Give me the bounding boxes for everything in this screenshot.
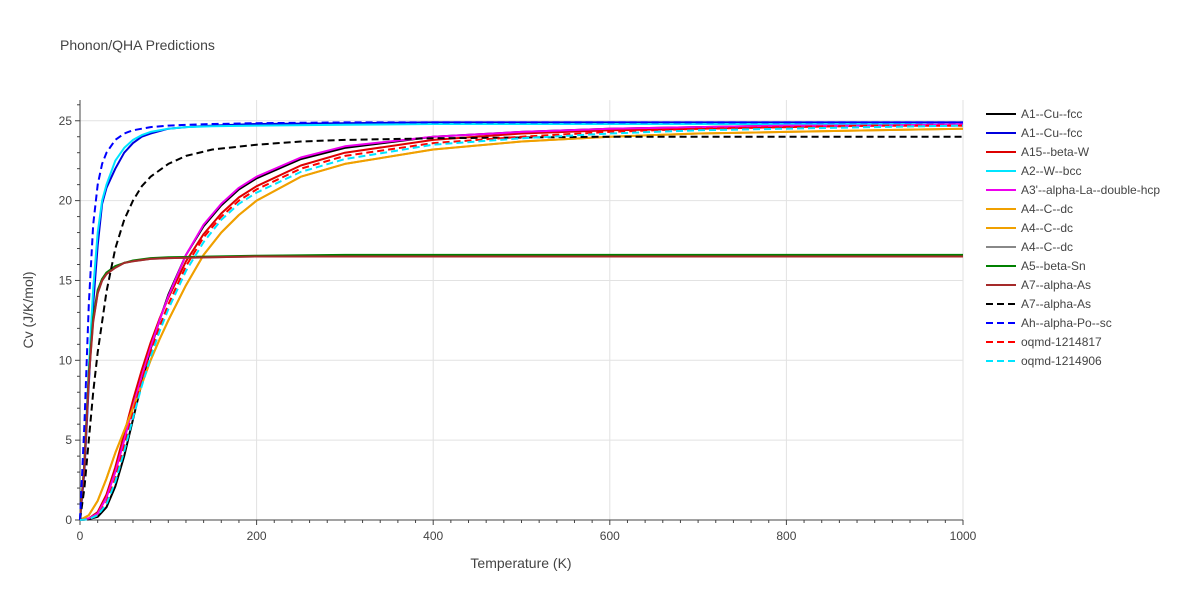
legend-item-6[interactable]: A4--C--dc <box>986 221 1073 235</box>
series-line-9 <box>79 255 963 521</box>
legend-label: A1--Cu--fcc <box>1021 126 1082 140</box>
series-line-11 <box>79 121 963 521</box>
tick-labels: 0 200 400 600 800 1000 0 5 10 15 20 25 <box>59 114 977 543</box>
y-tick-label: 0 <box>65 513 72 527</box>
y-tick-label: 25 <box>59 114 73 128</box>
x-tick-label: 400 <box>423 529 443 543</box>
legend-item-2[interactable]: A15--beta-W <box>986 145 1090 159</box>
plot-area <box>79 121 964 521</box>
legend-label: A4--C--dc <box>1021 221 1073 235</box>
legend-item-13[interactable]: oqmd-1214906 <box>986 354 1102 368</box>
legend-label: oqmd-1214906 <box>1021 354 1102 368</box>
series-line-13 <box>79 124 964 521</box>
legend-label: A3'--alpha-La--double-hcp <box>1021 183 1160 197</box>
legend-label: A7--alpha-As <box>1021 297 1091 311</box>
x-tick-label: 200 <box>247 529 267 543</box>
series-line-3 <box>79 123 963 521</box>
chart-title: Phonon/QHA Predictions <box>60 37 215 53</box>
legend-item-11[interactable]: Ah--alpha-Po--sc <box>986 316 1112 330</box>
series-line-2 <box>79 124 963 521</box>
x-axis-title: Temperature (K) <box>470 555 571 571</box>
y-axis-title: Cv (J/K/mol) <box>20 272 36 349</box>
y-tick-label: 5 <box>65 433 72 447</box>
legend-item-9[interactable]: A7--alpha-As <box>986 278 1091 292</box>
legend-label: A1--Cu--fcc <box>1021 107 1082 121</box>
x-tick-label: 0 <box>77 529 84 543</box>
legend-label: A5--beta-Sn <box>1021 259 1086 273</box>
x-tick-label: 1000 <box>950 529 977 543</box>
series-line-10 <box>79 135 963 521</box>
y-tick-label: 15 <box>59 273 73 287</box>
x-tick-label: 600 <box>600 529 620 543</box>
legend-label: A4--C--dc <box>1021 202 1073 216</box>
series-line-6 <box>79 127 964 521</box>
legend-label: A7--alpha-As <box>1021 278 1091 292</box>
legend-item-1[interactable]: A1--Cu--fcc <box>986 126 1082 140</box>
legend-label: A4--C--dc <box>1021 240 1073 254</box>
legend[interactable]: A1--Cu--fcc A1--Cu--fcc A15--beta-W A2--W--… <box>986 107 1160 368</box>
legend-item-12[interactable]: oqmd-1214817 <box>986 335 1102 349</box>
series-line-4 <box>79 123 964 521</box>
legend-item-3[interactable]: A2--W--bcc <box>986 164 1081 178</box>
legend-item-8[interactable]: A5--beta-Sn <box>986 259 1086 273</box>
y-tick-label: 20 <box>59 194 73 208</box>
legend-label: A2--W--bcc <box>1021 164 1081 178</box>
x-tick-label: 800 <box>776 529 796 543</box>
legend-item-7[interactable]: A4--C--dc <box>986 240 1073 254</box>
legend-item-4[interactable]: A3'--alpha-La--double-hcp <box>986 183 1160 197</box>
legend-label: Ah--alpha-Po--sc <box>1021 316 1112 330</box>
axes <box>75 100 964 525</box>
legend-label: oqmd-1214817 <box>1021 335 1102 349</box>
legend-item-10[interactable]: A7--alpha-As <box>986 297 1091 311</box>
legend-label: A15--beta-W <box>1021 145 1090 159</box>
legend-item-5[interactable]: A4--C--dc <box>986 202 1073 216</box>
legend-item-0[interactable]: A1--Cu--fcc <box>986 107 1082 121</box>
grid <box>80 100 964 520</box>
y-tick-label: 10 <box>59 353 73 367</box>
